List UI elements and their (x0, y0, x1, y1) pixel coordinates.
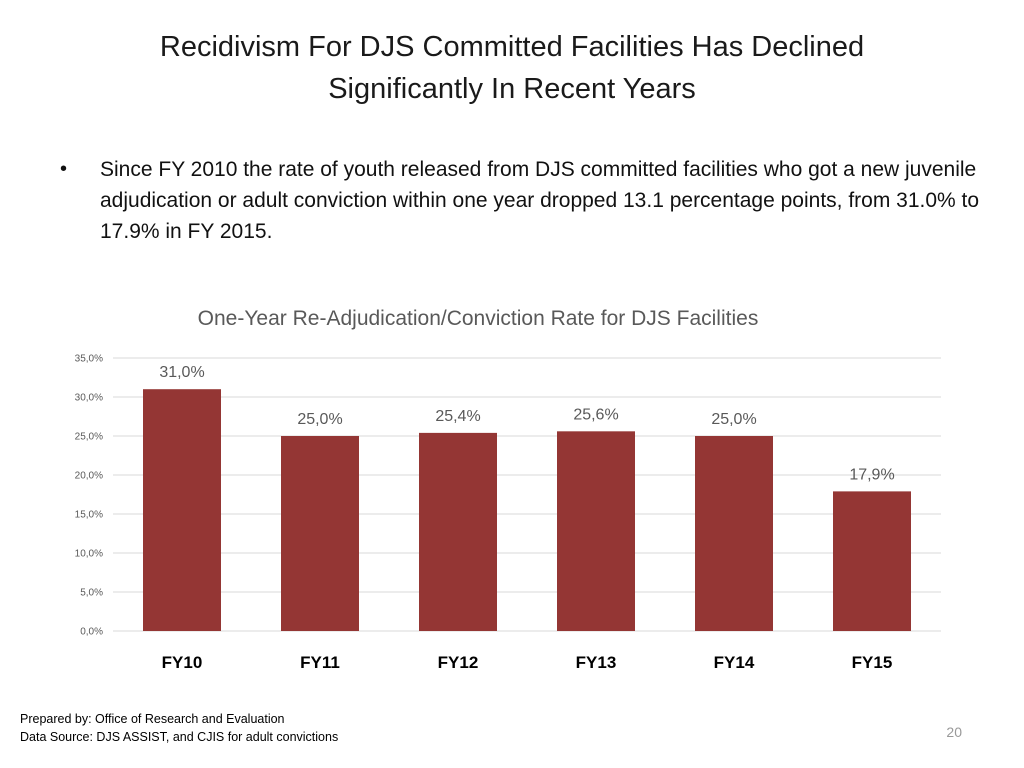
y-tick-label: 25,0% (75, 432, 103, 443)
bar (833, 491, 911, 631)
data-label: 25,6% (573, 406, 618, 423)
y-tick-label: 20,0% (75, 471, 103, 482)
footer: Prepared by: Office of Research and Eval… (20, 710, 338, 746)
bullet-point: • Since FY 2010 the rate of youth releas… (60, 154, 1000, 247)
x-tick-label: FY10 (162, 653, 203, 672)
bar (419, 432, 497, 631)
y-tick-label: 15,0% (75, 510, 103, 521)
slide-title: Recidivism For DJS Committed Facilities … (60, 26, 964, 110)
y-tick-label: 30,0% (75, 393, 103, 404)
data-label: 25,4% (435, 408, 480, 425)
bar (557, 431, 635, 631)
data-label: 17,9% (849, 466, 894, 483)
data-label: 25,0% (297, 411, 342, 428)
y-tick-label: 35,0% (75, 354, 103, 365)
y-tick-label: 0,0% (80, 627, 103, 638)
x-tick-label: FY12 (438, 653, 479, 672)
bullet-icon: • (60, 158, 68, 180)
bar (281, 436, 359, 631)
x-tick-label: FY11 (300, 653, 340, 672)
x-tick-label: FY13 (576, 653, 617, 672)
y-tick-label: 10,0% (75, 549, 103, 560)
bar (143, 389, 221, 631)
page-number: 20 (946, 724, 962, 740)
slide-title-line-1: Recidivism For DJS Committed Facilities … (159, 31, 865, 63)
footer-data-source: Data Source: DJS ASSIST, and CJIS for ad… (20, 730, 339, 744)
x-tick-label: FY14 (714, 653, 755, 672)
chart-title: One-Year Re-Adjudication/Conviction Rate… (198, 307, 759, 330)
x-tick-label: FY15 (852, 653, 893, 672)
bar (695, 436, 773, 631)
footer-prepared-by: Prepared by: Office of Research and Eval… (20, 712, 285, 726)
bullet-text: Since FY 2010 the rate of youth released… (100, 158, 980, 243)
slide-title-line-2: Significantly In Recent Years (328, 73, 696, 105)
data-label: 31,0% (159, 364, 204, 381)
y-tick-label: 5,0% (80, 588, 103, 599)
data-label: 25,0% (711, 411, 756, 428)
